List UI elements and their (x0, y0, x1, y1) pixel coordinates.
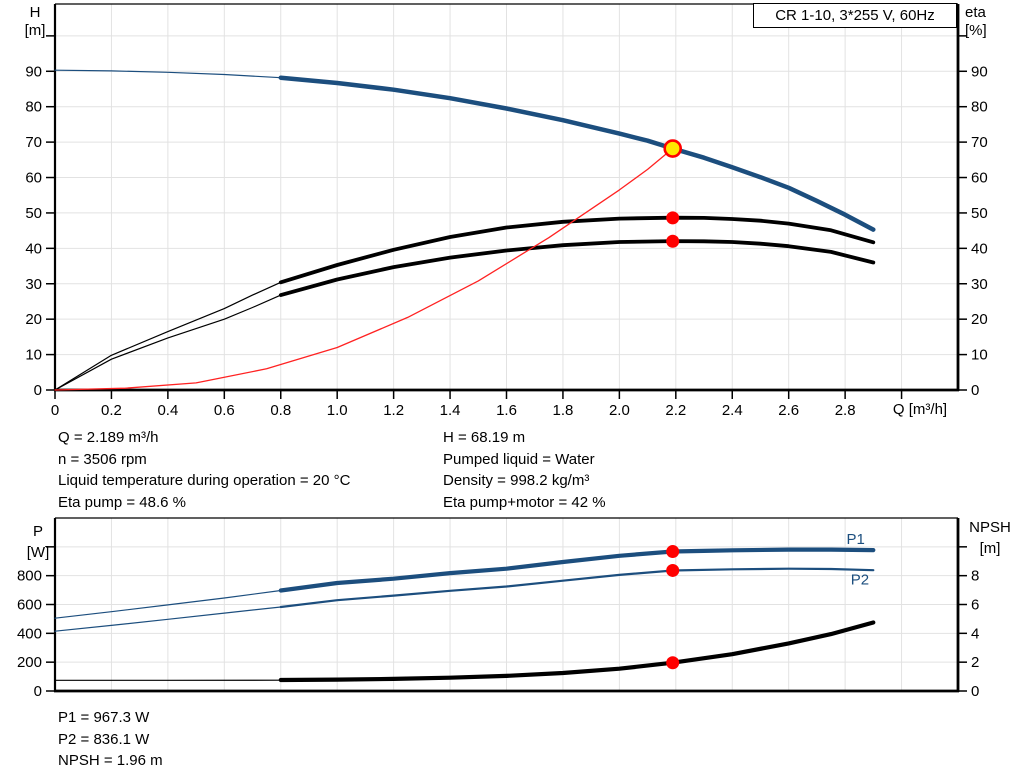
eta-pump-curve (278, 215, 876, 285)
tick-label-left: 0 (34, 683, 42, 700)
result-data: P1 = 967.3 W P2 = 836.1 W NPSH = 1.96 m (58, 707, 163, 772)
tick-label-right: 50 (971, 205, 988, 222)
tick-label-bottom: 0 (51, 402, 59, 419)
p-axis-unit: [W] (26, 544, 50, 561)
qh-curve (278, 75, 876, 232)
system-curve (54, 147, 674, 391)
h-axis-unit: [m] (24, 22, 46, 39)
info-liquid-temperature: Liquid temperature during operation = 20… (58, 472, 351, 490)
info-flow: Q = 2.189 m³/h (58, 429, 159, 446)
tick-label-bottom: 0.8 (270, 402, 291, 419)
tick-label-bottom: 1.8 (553, 402, 574, 419)
eta-pump-curve-extended (54, 281, 282, 391)
tick-label-left: 60 (25, 170, 42, 187)
tick-label-right: 90 (971, 63, 988, 80)
p2-curve-extended (54, 606, 282, 632)
tick-label-left: 30 (25, 276, 42, 293)
eta-pump-motor-curve-extended (54, 294, 282, 391)
tick-label-left: 200 (17, 654, 42, 671)
tick-label-bottom: 2.0 (609, 402, 630, 419)
p1-curve (278, 547, 876, 593)
info-head: H = 68.19 m (443, 429, 526, 446)
npsh-axis-unit: [m] (979, 540, 1001, 557)
tick-label-left: 400 (17, 625, 42, 642)
tick-label-right: 20 (971, 311, 988, 328)
p-axis-header: P [W] (22, 521, 54, 563)
info-eta-pump: Eta pump = 48.6 % (58, 494, 186, 512)
tick-label-left: 90 (25, 63, 42, 80)
pump-model-title-box: CR 1-10, 3*255 V, 60Hz (753, 3, 957, 28)
eta-axis-unit: [%] (965, 22, 987, 39)
tick-label-left: 40 (25, 240, 42, 257)
tick-label-right: 0 (971, 382, 979, 399)
eta-pump-duty-point (666, 211, 680, 225)
tick-label-left: 600 (17, 597, 42, 614)
p1-curve-label: P1 (847, 531, 865, 548)
operating-data-right: H = 68.19 m Pumped liquid = Water Densit… (443, 427, 606, 514)
tick-label-right: 6 (971, 597, 979, 614)
tick-label-right: 2 (971, 654, 979, 671)
tick-label-bottom: 1.0 (327, 402, 348, 419)
info-npsh: NPSH = 1.96 m (58, 752, 163, 770)
p1-curve-extended (54, 589, 282, 619)
tick-label-bottom: 2.8 (835, 402, 856, 419)
info-p2: P2 = 836.1 W (58, 730, 150, 748)
tick-label-bottom: 1.2 (383, 402, 404, 419)
p2-curve (279, 567, 875, 609)
p1-duty-point (666, 545, 680, 559)
tick-label-right: 4 (971, 625, 979, 642)
tick-label-bottom: 1.4 (440, 402, 461, 419)
npsh-curve (278, 620, 876, 683)
p2-curve-label: P2 (851, 571, 869, 588)
p2-duty-point (666, 563, 680, 577)
eta-axis-symbol: eta (965, 4, 986, 21)
tick-label-left: 80 (25, 99, 42, 116)
tick-label-right: 70 (971, 134, 988, 151)
tick-label-right: 40 (971, 240, 988, 257)
tick-label-right: 30 (971, 276, 988, 293)
tick-label-left: 20 (25, 311, 42, 328)
info-eta-pump-motor: Eta pump+motor = 42 % (443, 494, 606, 512)
tick-label-left: 10 (25, 347, 42, 364)
tick-label-right: 80 (971, 99, 988, 116)
tick-label-bottom: 2.2 (665, 402, 686, 419)
tick-label-left: 50 (25, 205, 42, 222)
npsh-duty-point (666, 656, 680, 670)
tick-label-right: 60 (971, 170, 988, 187)
eta-axis-header: eta [%] (965, 4, 1015, 40)
pump-model-title: CR 1-10, 3*255 V, 60Hz (775, 7, 935, 24)
h-axis-header: H [m] (18, 4, 52, 40)
tick-label-bottom: 0.6 (214, 402, 235, 419)
p-axis-symbol: P (32, 523, 43, 540)
npsh-axis-symbol: NPSH (969, 519, 1011, 536)
tick-label-left: 0 (34, 382, 42, 399)
info-p1: P1 = 967.3 W (58, 709, 150, 726)
tick-label-bottom: 2.6 (778, 402, 799, 419)
tick-label-bottom: 2.4 (722, 402, 743, 419)
h-axis-symbol: H (29, 4, 41, 21)
info-speed: n = 3506 rpm (58, 450, 147, 468)
eta-pump-motor-curve (278, 239, 876, 298)
tick-label-left: 70 (25, 134, 42, 151)
tick-label-right: 10 (971, 347, 988, 364)
tick-label-left: 800 (17, 568, 42, 585)
tick-label-bottom: 0.4 (157, 402, 178, 419)
tick-label-right: 0 (971, 683, 979, 700)
operating-data-left: Q = 2.189 m³/h n = 3506 rpm Liquid tempe… (58, 427, 350, 514)
qh-curve-extended (54, 69, 282, 79)
q-axis-header: Q [m³/h] (878, 401, 962, 419)
npsh-axis-header: NPSH [m] (962, 517, 1018, 559)
tick-label-right: 8 (971, 568, 979, 585)
info-density: Density = 998.2 kg/m³ (443, 472, 590, 490)
eta-pump-motor-duty-point (666, 234, 680, 248)
tick-label-bottom: 1.6 (496, 402, 517, 419)
duty-point (663, 139, 683, 158)
q-axis-label: Q [m³/h] (892, 401, 948, 418)
tick-label-bottom: 0.2 (101, 402, 122, 419)
info-pumped-liquid: Pumped liquid = Water (443, 450, 595, 468)
